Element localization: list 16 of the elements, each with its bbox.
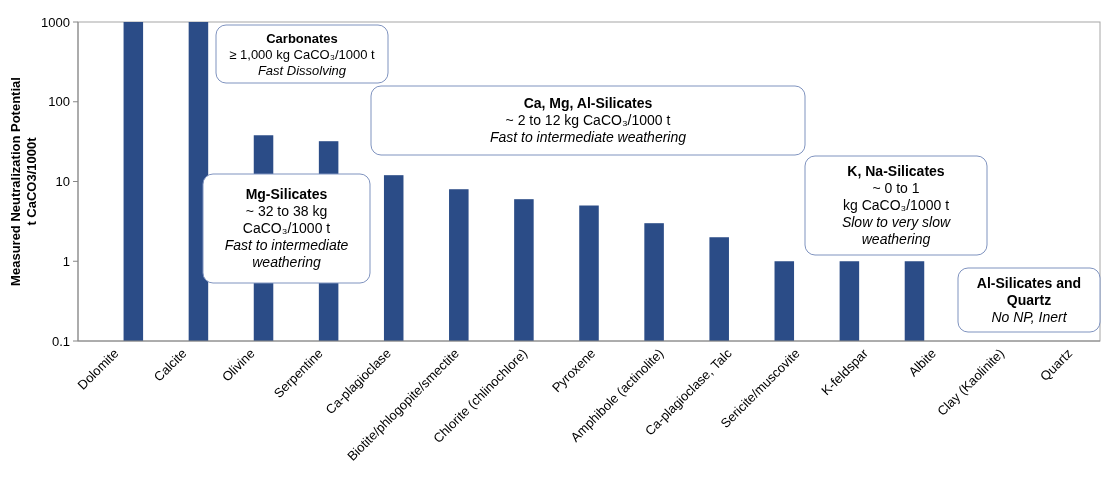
y-axis-title: Measured Neutralization Potential t CaCO3/1000t: [8, 77, 39, 286]
y-tick-label: 100: [48, 94, 70, 110]
y-tick-label: 1: [62, 253, 70, 269]
text-box: K, Na-Silicates ~ 0 to 1 kg CaCO₃/1000 t Slow to very slow weathering: [804, 155, 988, 256]
annotation: Al-Silicates and Quartz No NP, Inert: [976, 274, 1082, 325]
y-tick-label: 1000: [41, 14, 70, 30]
text-box: Carbonates ≥ 1,000 kg CaCO₃/1000 t Fast Dissolving: [215, 24, 389, 84]
annotation: Ca, Mg, Al-Silicates ~ 2 to 12 kg CaCO₃/1000 t Fast to intermediate weathering: [489, 95, 687, 146]
text-box: Mg-Silicates ~ 32 to 38 kg CaCO₃/1000 t Fast to intermediate weathering: [202, 173, 371, 284]
y-tick-label: 10: [55, 174, 70, 190]
annotation: Carbonates ≥ 1,000 kg CaCO₃/1000 t Fast Dissolving: [229, 30, 376, 78]
annotation: K, Na-Silicates ~ 0 to 1 kg CaCO₃/1000 t Slow to very slow weathering: [841, 163, 951, 248]
text-box: Al-Silicates and Quartz No NP, Inert: [957, 267, 1101, 333]
annotation: Mg-Silicates ~ 32 to 38 kg CaCO₃/1000 t Fast to intermediate weathering: [224, 186, 349, 271]
text-box: Ca, Mg, Al-Silicates ~ 2 to 12 kg CaCO₃/1000 t Fast to intermediate weathering: [370, 85, 806, 156]
y-tick-label: 0.1: [51, 333, 70, 349]
